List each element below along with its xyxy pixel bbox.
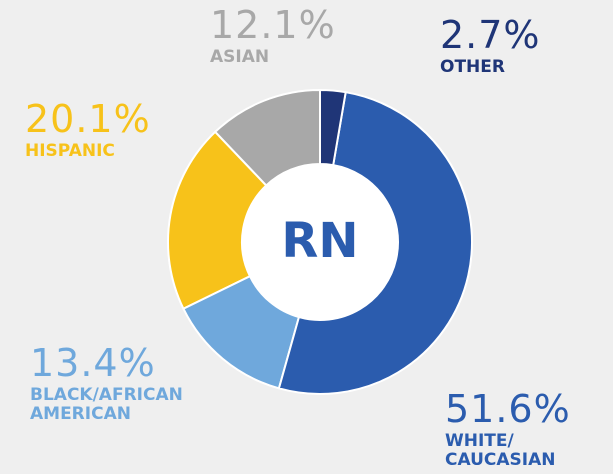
donut-hole (242, 164, 398, 320)
category-label: BLACK/AFRICAN AMERICAN (30, 385, 183, 424)
center-label: RN (281, 213, 358, 269)
slice-label: 51.6% WHITE/ CAUCASIAN (445, 390, 605, 470)
slice-label: 13.4% BLACK/AFRICAN AMERICAN (30, 344, 230, 424)
slice-label: 12.1% ASIAN (210, 6, 360, 67)
category-label: HISPANIC (25, 141, 115, 161)
value-label: 20.1% (25, 97, 151, 141)
value-label: 2.7% (440, 13, 541, 57)
slice-label: 20.1% HISPANIC (25, 100, 195, 161)
category-label: ASIAN (210, 47, 270, 67)
slice-label: 2.7% OTHER (440, 16, 600, 77)
category-label: OTHER (440, 57, 505, 77)
value-label: 13.4% (30, 341, 156, 385)
value-label: 12.1% (210, 3, 336, 47)
category-label: WHITE/ CAUCASIAN (445, 431, 556, 470)
value-label: 51.6% (445, 387, 571, 431)
